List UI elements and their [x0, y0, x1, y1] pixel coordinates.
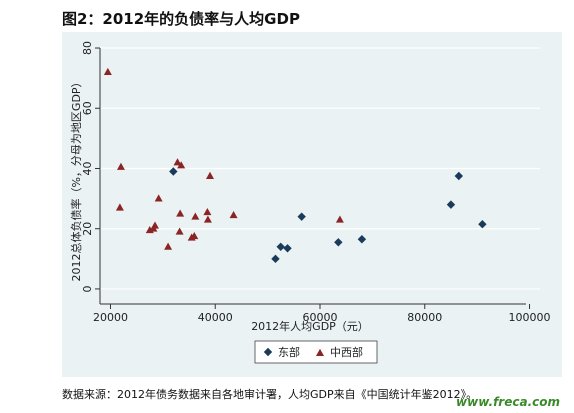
- y-tick-label: 60: [81, 101, 94, 115]
- data-point-central-west: [154, 194, 163, 202]
- x-tick-label: 80000: [407, 311, 442, 324]
- data-point-central-west: [176, 209, 185, 217]
- data-point-central-west: [203, 215, 212, 223]
- tick-labels: 20000 40000 60000 80000 100000 0 20 40 60 80: [81, 41, 551, 324]
- y-tick-label: 40: [81, 161, 94, 175]
- y-axis-label: 2012总体负债率（%，分母为地区GDP）: [69, 76, 83, 281]
- data-point-east: [283, 244, 292, 253]
- data-point-central-west: [190, 232, 199, 240]
- legend-label-central-west: 中西部: [330, 345, 363, 359]
- data-point-east: [297, 212, 306, 221]
- data-point-central-west: [116, 162, 125, 170]
- legend-marker-east: [263, 347, 273, 357]
- data-point-east: [276, 242, 285, 251]
- data-point-central-west: [175, 227, 184, 235]
- figure-title: 图2：2012年的负债率与人均GDP: [62, 10, 300, 28]
- x-axis-label: 2012年人均GDP（元）: [251, 319, 369, 333]
- source-note: 数据来源：2012年债务数据来自各地审计署，人均GDP来自《中国统计年鉴2012…: [62, 388, 478, 401]
- data-point-central-west: [191, 212, 200, 220]
- gridlines: [100, 47, 540, 290]
- plot-area: [100, 42, 540, 304]
- data-point-east: [271, 254, 280, 264]
- legend-box: [254, 340, 378, 364]
- legend-marker-central-west: [316, 348, 324, 356]
- data-point-central-west: [203, 207, 212, 216]
- x-tick-label: 100000: [509, 311, 551, 324]
- data-point-east: [357, 235, 367, 244]
- data-point-central-west: [335, 215, 344, 223]
- x-tick-label: 60000: [303, 311, 338, 324]
- data-point-central-west: [229, 210, 238, 219]
- data-point-central-west: [173, 158, 182, 166]
- data-point-east: [454, 171, 464, 181]
- data-point-central-west: [177, 161, 186, 169]
- data-point-central-west: [103, 67, 112, 76]
- scatter-chart: 20000 40000 60000 80000 100000 0 20 40 60 80 2012…: [62, 32, 562, 377]
- x-tick-label: 40000: [198, 311, 233, 324]
- watermark: www.freca.com: [456, 395, 560, 409]
- axes: [95, 47, 531, 309]
- data-point-central-west: [115, 203, 124, 211]
- data-point-east: [446, 200, 456, 209]
- data-point-central-west: [206, 171, 214, 179]
- legend-label-east: 东部: [278, 345, 300, 359]
- data-point-central-west: [151, 221, 159, 229]
- data-point-east: [169, 167, 178, 176]
- x-tick-label: 20000: [93, 311, 128, 324]
- legend: 东部 中西部: [254, 340, 378, 364]
- data-point-central-west: [164, 242, 173, 250]
- y-tick-label: 0: [81, 285, 94, 292]
- y-tick-label: 20: [81, 222, 94, 236]
- y-tick-label: 80: [81, 41, 94, 55]
- data-points: [103, 67, 487, 264]
- data-point-east: [478, 219, 487, 229]
- data-point-east: [334, 238, 343, 247]
